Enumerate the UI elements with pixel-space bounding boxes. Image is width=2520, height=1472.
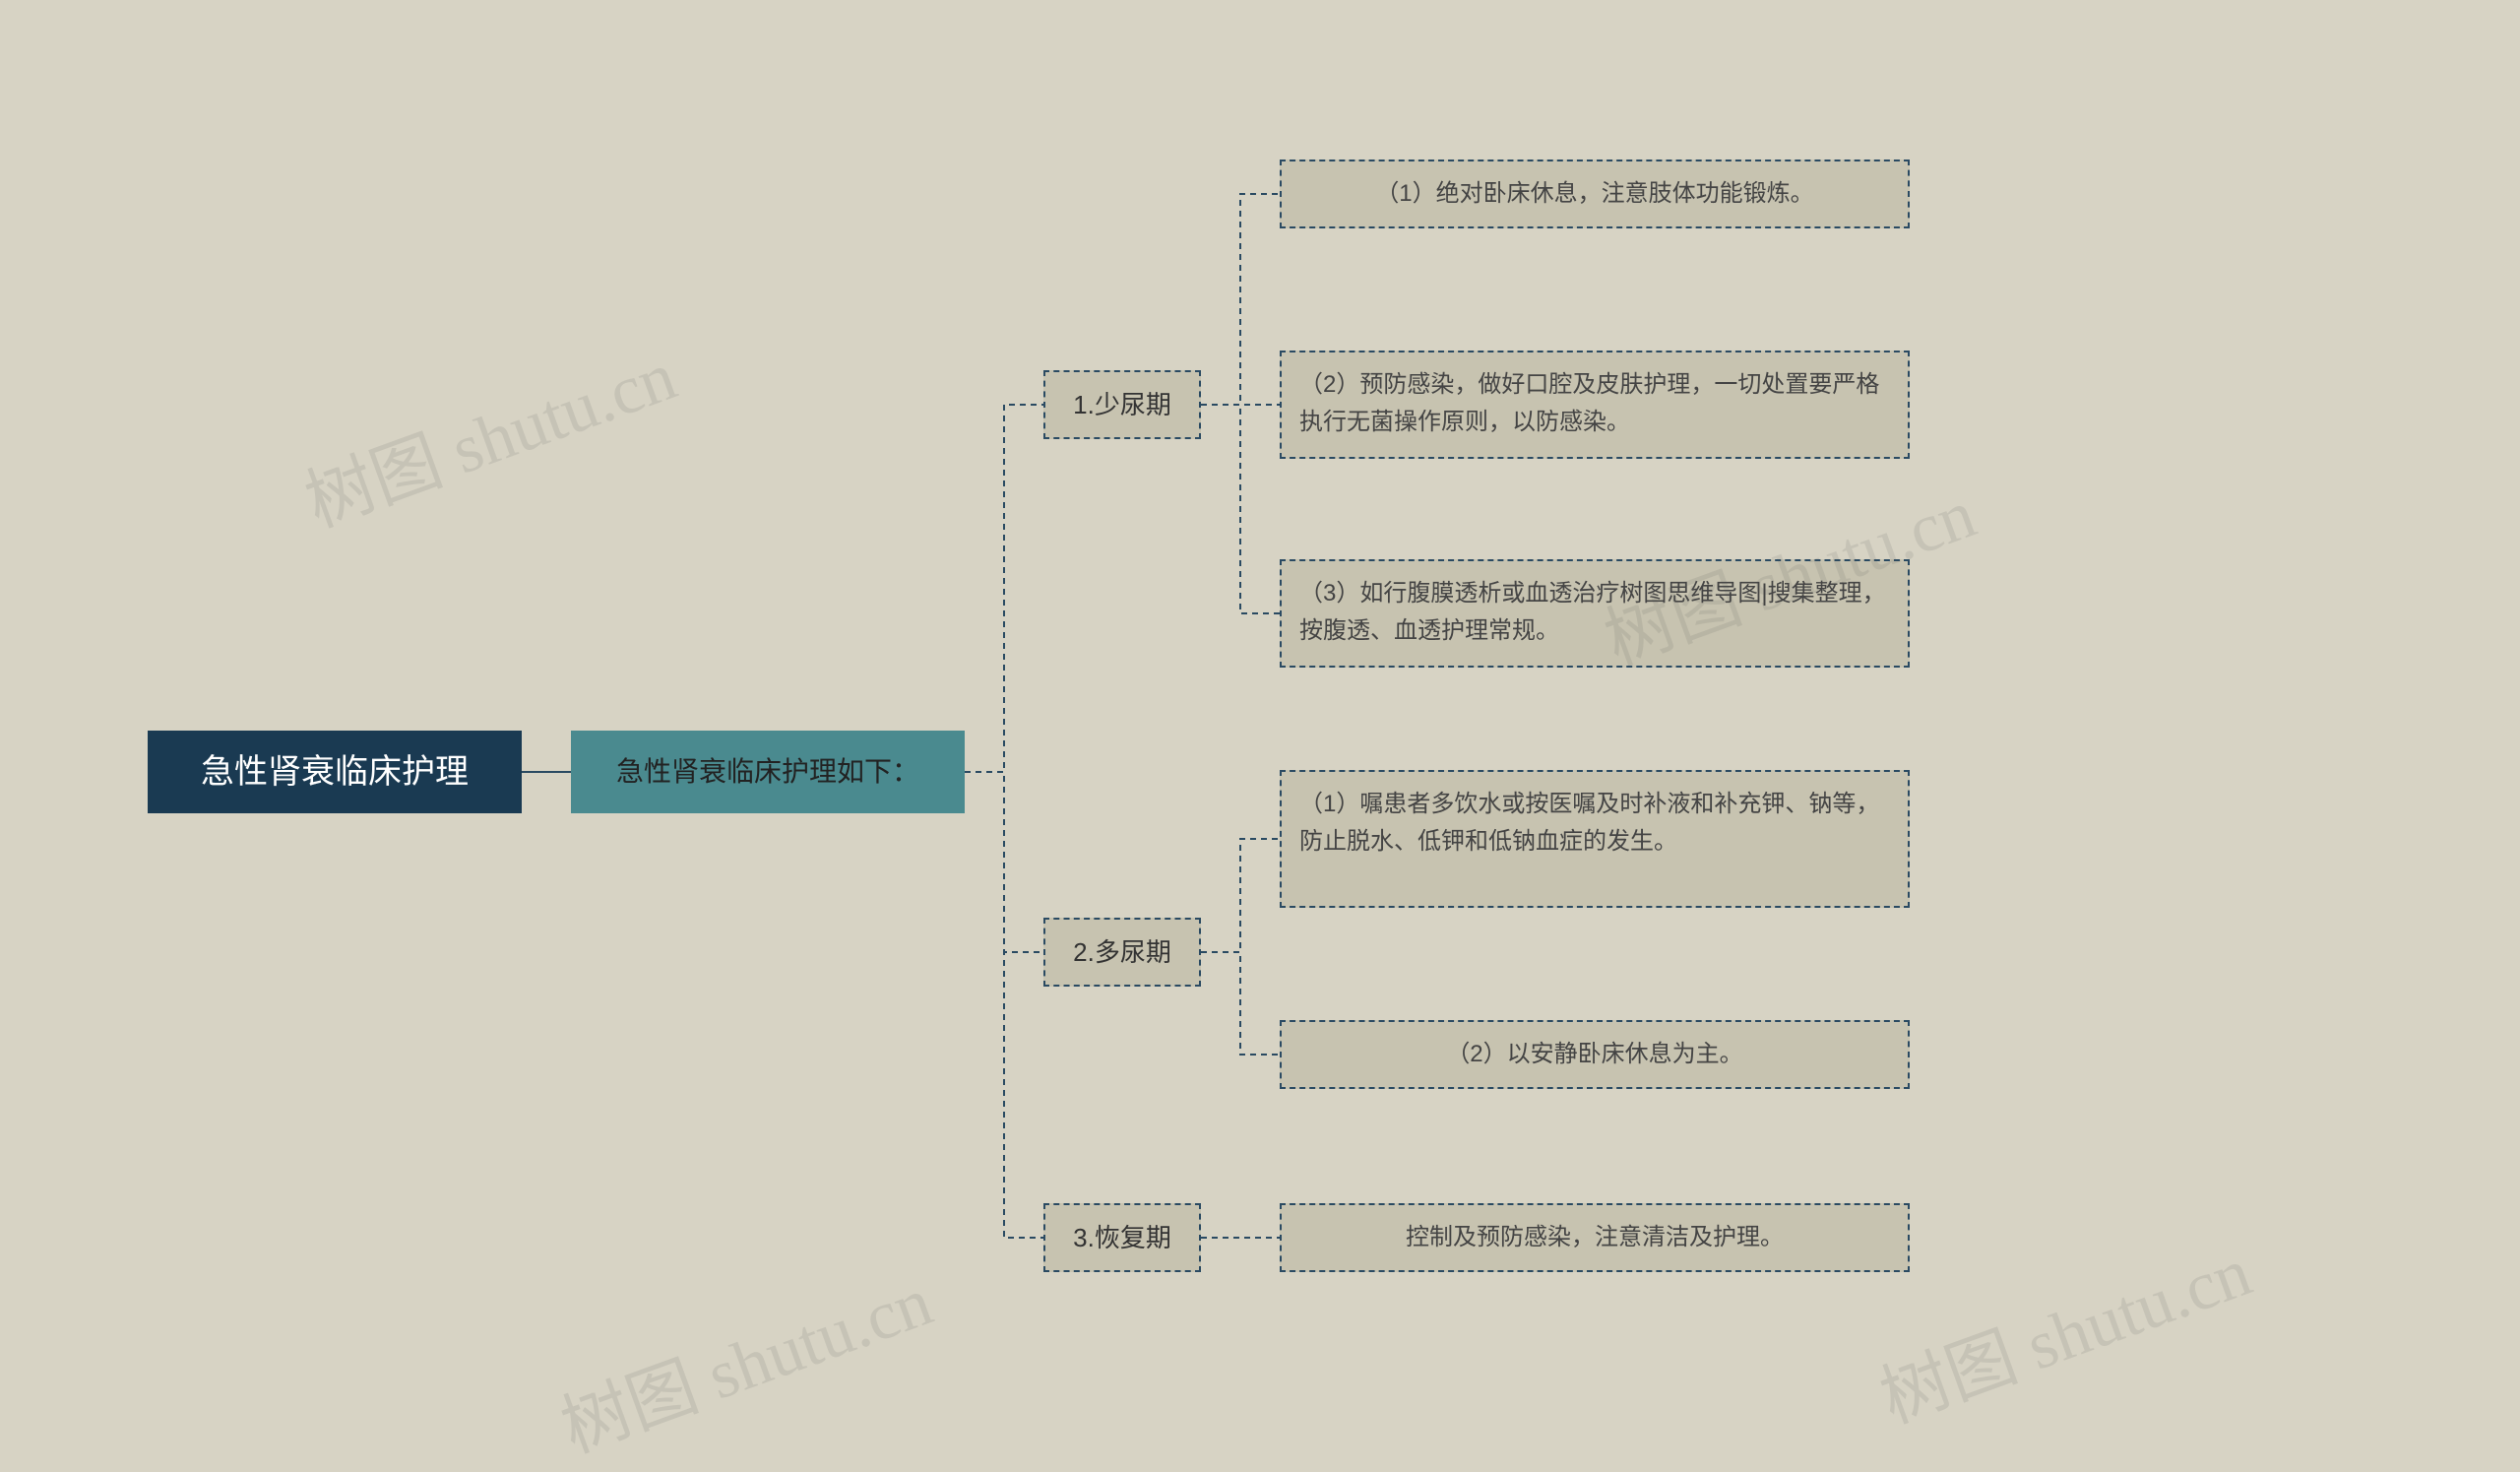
leaf-2-2-text: （2）以安静卧床休息为主。 xyxy=(1446,1036,1742,1073)
leaf-3-1-text: 控制及预防感染，注意清洁及护理。 xyxy=(1406,1219,1784,1256)
leaf-1-1: （1）绝对卧床休息，注意肢体功能锻炼。 xyxy=(1280,160,1910,228)
period-1-node: 1.少尿期 xyxy=(1043,370,1201,439)
leaf-1-1-text: （1）绝对卧床休息，注意肢体功能锻炼。 xyxy=(1375,175,1813,213)
leaf-2-1: （1）嘱患者多饮水或按医嘱及时补液和补充钾、钠等，防止脱水、低钾和低钠血症的发生… xyxy=(1280,770,1910,908)
leaf-3-1: 控制及预防感染，注意清洁及护理。 xyxy=(1280,1203,1910,1272)
watermark: 树图 shutu.cn xyxy=(546,1247,944,1472)
period-3-label: 3.恢复期 xyxy=(1073,1219,1171,1257)
leaf-1-3: （3）如行腹膜透析或血透治疗树图思维导图|搜集整理，按腹透、血透护理常规。 xyxy=(1280,559,1910,668)
connector-layer xyxy=(0,0,2520,1358)
period-1-label: 1.少尿期 xyxy=(1073,386,1171,424)
root-label: 急性肾衰临床护理 xyxy=(201,747,469,798)
level1-node: 急性肾衰临床护理如下： xyxy=(571,731,965,813)
period-3-node: 3.恢复期 xyxy=(1043,1203,1201,1272)
watermark: 树图 shutu.cn xyxy=(290,321,688,546)
period-2-label: 2.多尿期 xyxy=(1073,933,1171,972)
leaf-1-3-text: （3）如行腹膜透析或血透治疗树图思维导图|搜集整理，按腹透、血透护理常规。 xyxy=(1299,575,1890,651)
leaf-1-2-text: （2）预防感染，做好口腔及皮肤护理，一切处置要严格执行无菌操作原则，以防感染。 xyxy=(1299,366,1890,442)
watermark: 树图 shutu.cn xyxy=(1865,1217,2263,1442)
period-2-node: 2.多尿期 xyxy=(1043,918,1201,987)
leaf-2-1-text: （1）嘱患者多饮水或按医嘱及时补液和补充钾、钠等，防止脱水、低钾和低钠血症的发生… xyxy=(1299,786,1890,862)
leaf-1-2: （2）预防感染，做好口腔及皮肤护理，一切处置要严格执行无菌操作原则，以防感染。 xyxy=(1280,351,1910,459)
leaf-2-2: （2）以安静卧床休息为主。 xyxy=(1280,1020,1910,1089)
level1-label: 急性肾衰临床护理如下： xyxy=(616,751,919,793)
root-node: 急性肾衰临床护理 xyxy=(148,731,522,813)
